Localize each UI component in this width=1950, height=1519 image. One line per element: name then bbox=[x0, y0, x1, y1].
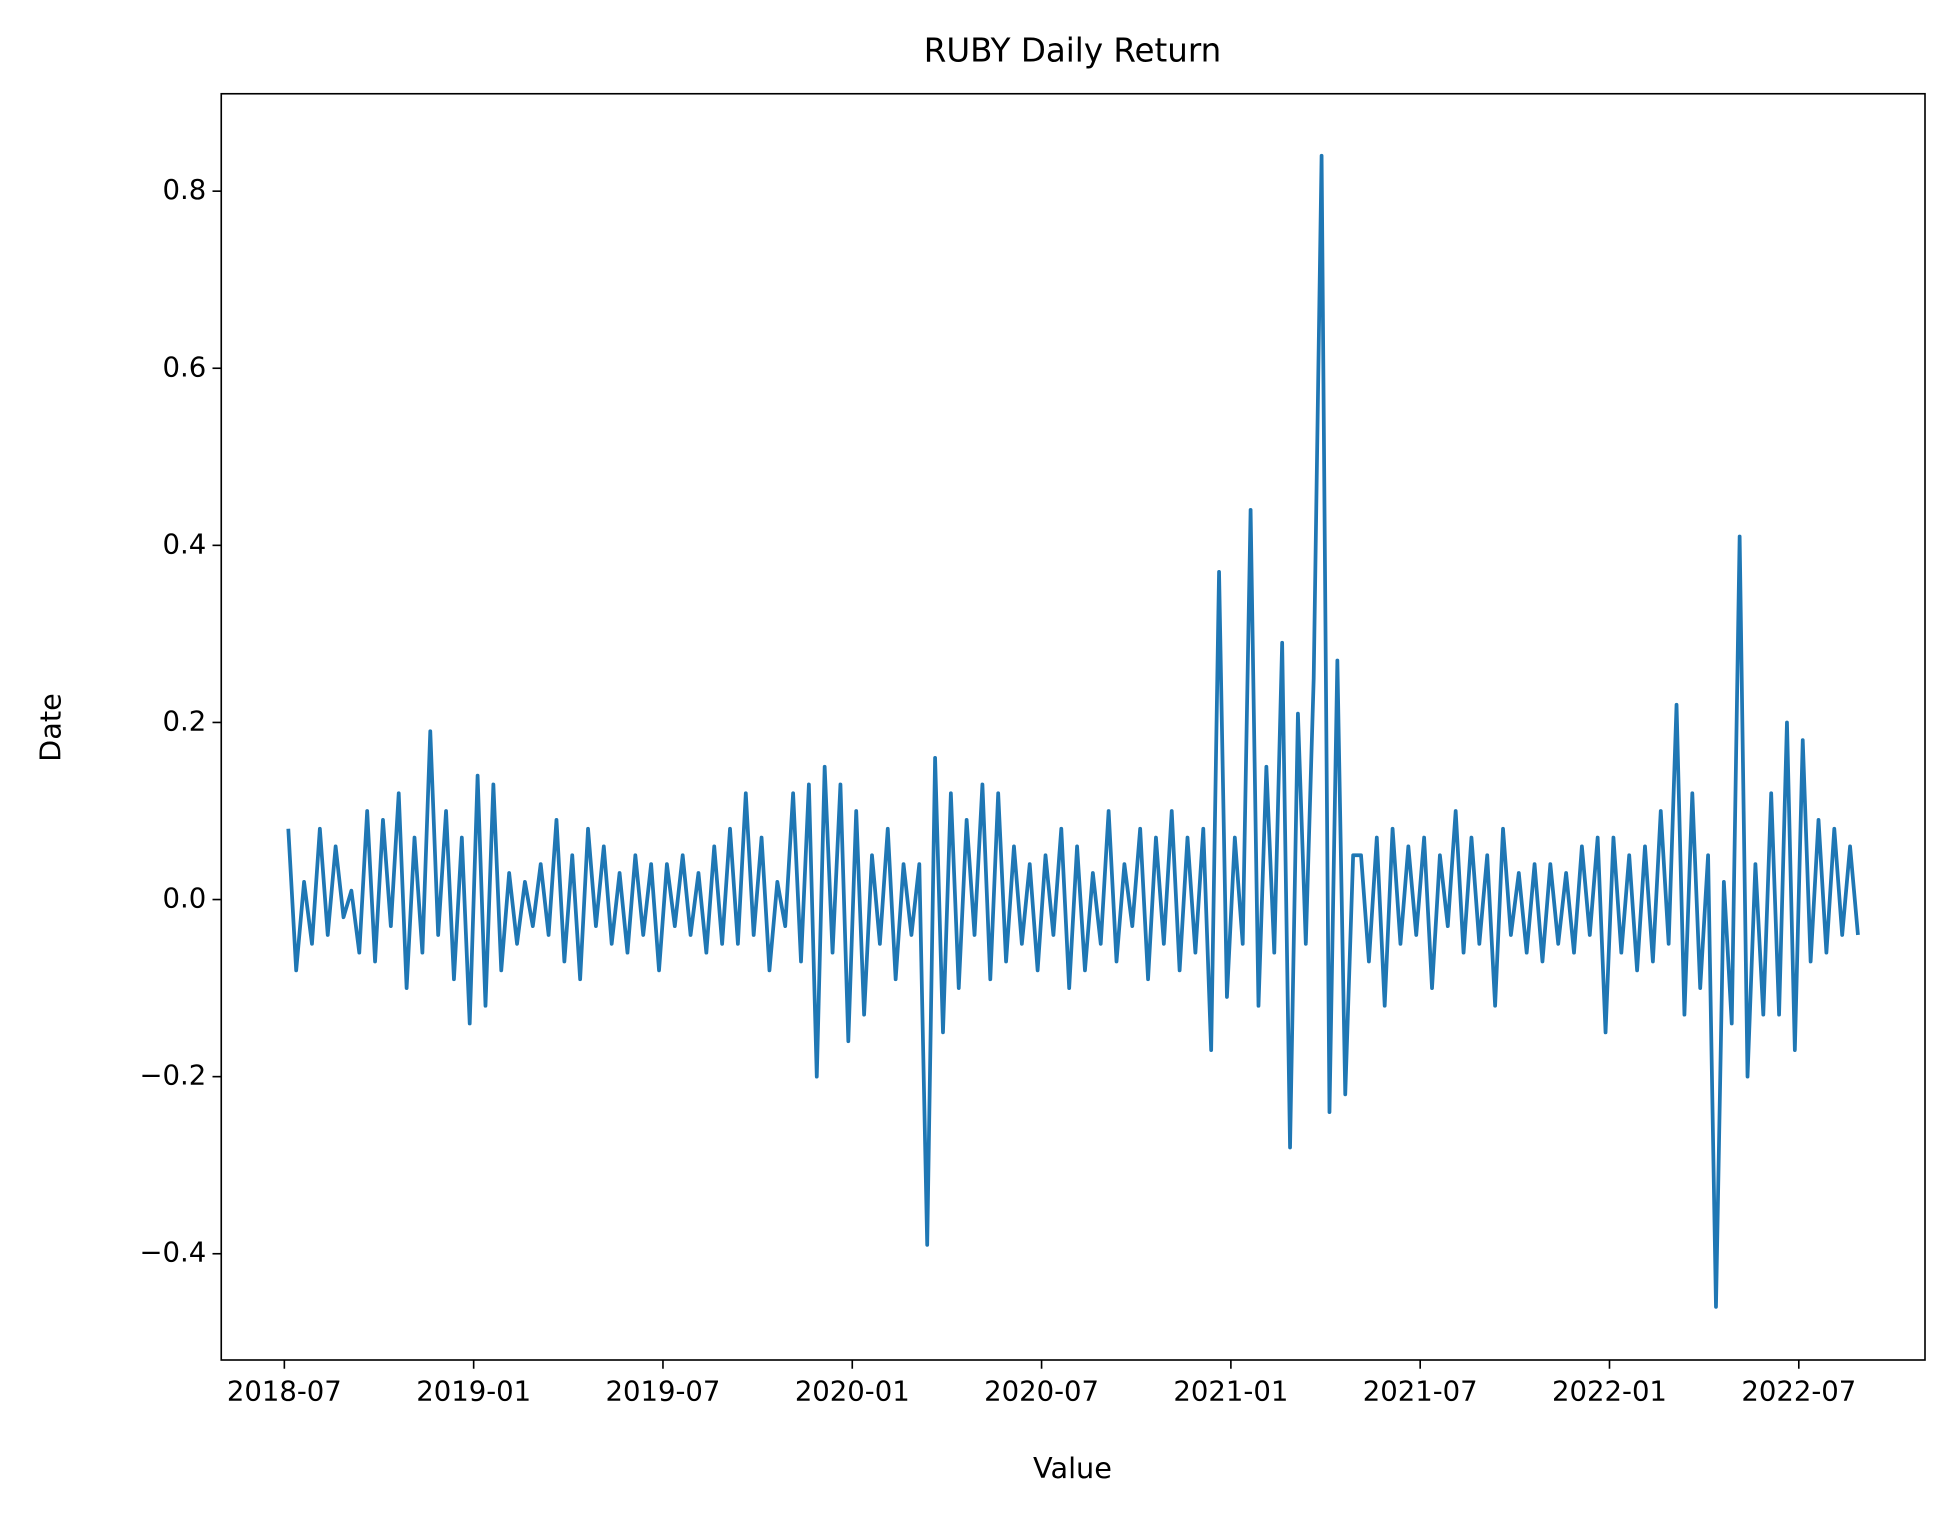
x-tick-label: 2020-01 bbox=[795, 1376, 910, 1408]
y-tick-label: −0.4 bbox=[139, 1237, 206, 1269]
x-tick-label: 2019-07 bbox=[606, 1376, 721, 1408]
x-tick-label: 2021-01 bbox=[1173, 1376, 1288, 1408]
x-tick-label: 2019-01 bbox=[416, 1376, 531, 1408]
y-axis-label: Date bbox=[33, 693, 67, 762]
chart-title: RUBY Daily Return bbox=[924, 32, 1221, 70]
y-tick-label: 0.2 bbox=[163, 705, 207, 737]
x-tick-label: 2018-07 bbox=[227, 1376, 342, 1408]
x-tick-label: 2022-01 bbox=[1552, 1376, 1667, 1408]
y-tick-label: 0.6 bbox=[163, 351, 207, 383]
plot-frame bbox=[220, 92, 1926, 1361]
data-line bbox=[286, 153, 1860, 1309]
y-tick-label: 0.4 bbox=[163, 528, 207, 560]
x-axis-label: Value bbox=[1033, 1451, 1112, 1485]
y-tick-label: 0.0 bbox=[163, 883, 207, 915]
y-tick-label: 0.8 bbox=[163, 174, 207, 206]
x-tick-label: 2021-07 bbox=[1363, 1376, 1478, 1408]
x-tick-label: 2020-07 bbox=[984, 1376, 1099, 1408]
y-tick-label: −0.2 bbox=[139, 1060, 206, 1092]
x-tick-label: 2022-07 bbox=[1741, 1376, 1856, 1408]
